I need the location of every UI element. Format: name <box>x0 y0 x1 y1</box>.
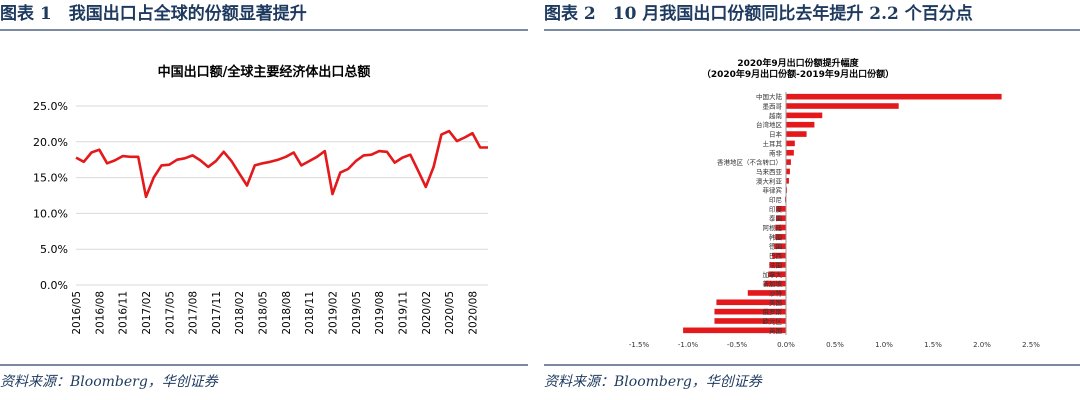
y-tick-label: 5.0% <box>40 243 68 256</box>
category-label: 香港地区（不含转口） <box>717 158 782 167</box>
x-tick-label: 2017/11 <box>211 291 223 335</box>
category-label: 菲律宾 <box>763 186 783 195</box>
x-tick-label: 2017/02 <box>141 291 153 335</box>
category-label: 英国 <box>769 326 782 335</box>
category-label: 中国大陆 <box>756 92 783 101</box>
x-tick-label: 2018/02 <box>234 291 246 335</box>
category-label: 沙特 <box>769 288 783 297</box>
category-label: 新加坡 <box>763 279 783 288</box>
bar <box>786 121 815 128</box>
category-label: 马来西亚 <box>756 168 783 176</box>
bar <box>786 93 1002 100</box>
category-label: 越南 <box>769 111 783 120</box>
bar <box>786 159 791 165</box>
bar <box>716 299 786 306</box>
bar <box>775 224 786 231</box>
y-tick-label: 0.0% <box>40 279 68 292</box>
y-tick-label: 10.0% <box>33 207 68 220</box>
x-tick-label: 2016/05 <box>71 291 83 335</box>
category-label: 土耳其 <box>763 139 783 148</box>
bar <box>714 318 786 324</box>
x-tick-label: 2020/02 <box>421 291 433 335</box>
x-tick-label: 2018/05 <box>258 291 270 335</box>
x-tick-label: 2.0% <box>973 341 991 349</box>
y-tick-label: 25.0% <box>33 100 68 113</box>
line-series-export-share <box>75 129 488 199</box>
x-tick-label: 1.5% <box>924 341 942 349</box>
x-tick-label: 1.0% <box>875 341 893 349</box>
category-label: 印度 <box>769 204 783 213</box>
bar <box>775 234 786 240</box>
bar <box>768 271 786 278</box>
bar <box>786 103 899 109</box>
x-tick-label: -1.0% <box>678 341 699 349</box>
x-tick-label: 2017/05 <box>164 291 176 335</box>
y-tick-label: 15.0% <box>33 172 68 185</box>
figure-2-top-rule <box>544 29 1080 31</box>
x-tick-label: 2017/08 <box>188 291 200 335</box>
figure-2-title: 图表 2 10 月我国出口份额同比去年提升 2.2 个百分点 <box>544 4 973 24</box>
x-tick-label: 2019/05 <box>351 291 363 335</box>
category-label: 俄罗斯 <box>763 307 783 316</box>
x-tick-label: 2.5% <box>1022 341 1040 349</box>
x-tick-label: 2019/02 <box>328 291 340 335</box>
x-tick-label: 2020/05 <box>444 291 456 335</box>
x-tick-label: 2020/08 <box>467 291 479 335</box>
bar <box>714 308 786 315</box>
bar <box>786 177 789 184</box>
bar <box>747 290 786 296</box>
panel-figure-1: 图表 1 我国出口占全球的份额显著提升 中国出口额/全球主要经济体出口总额 0.… <box>0 0 528 400</box>
category-label: 美国 <box>769 298 782 307</box>
bar <box>786 149 794 156</box>
category-label: 法国 <box>769 260 782 269</box>
x-tick-label: 0.5% <box>826 341 844 349</box>
x-tick-label: -0.5% <box>727 341 748 349</box>
figure-2-source: 资料来源：Bloomberg，华创证券 <box>544 374 762 390</box>
x-tick-label: 2018/11 <box>304 291 316 335</box>
x-tick-label: 2016/11 <box>118 291 130 335</box>
figure-1-bottom-rule <box>0 364 528 366</box>
x-tick-label: 2019/11 <box>397 291 409 335</box>
line-chart-title: 中国出口额/全球主要经济体出口总额 <box>158 64 371 80</box>
bar <box>772 252 786 259</box>
figure-1-top-rule <box>0 29 528 31</box>
category-label: 日本 <box>769 130 783 139</box>
x-tick-label: 2018/08 <box>281 291 293 335</box>
figure-1-source: 资料来源：Bloomberg，华创证券 <box>0 374 218 390</box>
category-label: 印尼 <box>769 196 782 204</box>
y-tick-label: 20.0% <box>33 136 68 149</box>
bar <box>683 327 786 334</box>
bar <box>769 262 786 268</box>
bar <box>786 112 823 119</box>
bar <box>786 168 790 175</box>
x-tick-label: 2019/08 <box>374 291 386 335</box>
line-chart: 中国出口额/全球主要经济体出口总额 0.0% 5.0% 10.0% 15.0% 20.0… <box>33 64 488 335</box>
category-label: 澳大利亚 <box>756 176 783 185</box>
category-label: 南非 <box>769 148 783 157</box>
category-label: 德国 <box>769 242 782 251</box>
category-label: 墨西哥 <box>763 103 783 111</box>
category-label: 阿根廷 <box>763 223 783 232</box>
figure-2-bottom-rule <box>544 364 1080 366</box>
panel-figure-2: 图表 2 10 月我国出口份额同比去年提升 2.2 个百分点 2020年9月出口… <box>544 0 1080 400</box>
bar-chart: 2020年9月出口份额提升幅度 （2020年9月出口份额-2019年9月出口份额… <box>629 57 1040 349</box>
x-tick-label: 0.0% <box>777 341 795 349</box>
bar <box>776 215 786 221</box>
category-label: 巴西 <box>769 252 783 260</box>
bar <box>764 280 786 287</box>
category-label: 加拿大 <box>763 270 783 279</box>
x-tick-label: 2016/08 <box>94 291 106 335</box>
category-label: 泰国 <box>769 214 782 223</box>
bar <box>774 243 786 250</box>
bar-chart-subtitle: （2020年9月出口份额-2019年9月出口份额） <box>702 68 894 80</box>
bar <box>786 140 795 147</box>
category-label: 韩国 <box>769 232 782 241</box>
bar <box>786 131 807 137</box>
category-label: 欧元区 <box>763 316 783 325</box>
category-label: 台湾地区 <box>756 120 783 129</box>
figure-1-title: 图表 1 我国出口占全球的份额显著提升 <box>0 4 307 24</box>
x-tick-label: -1.5% <box>629 341 650 349</box>
bar-chart-title: 2020年9月出口份额提升幅度 <box>737 57 859 69</box>
bar <box>776 206 786 212</box>
